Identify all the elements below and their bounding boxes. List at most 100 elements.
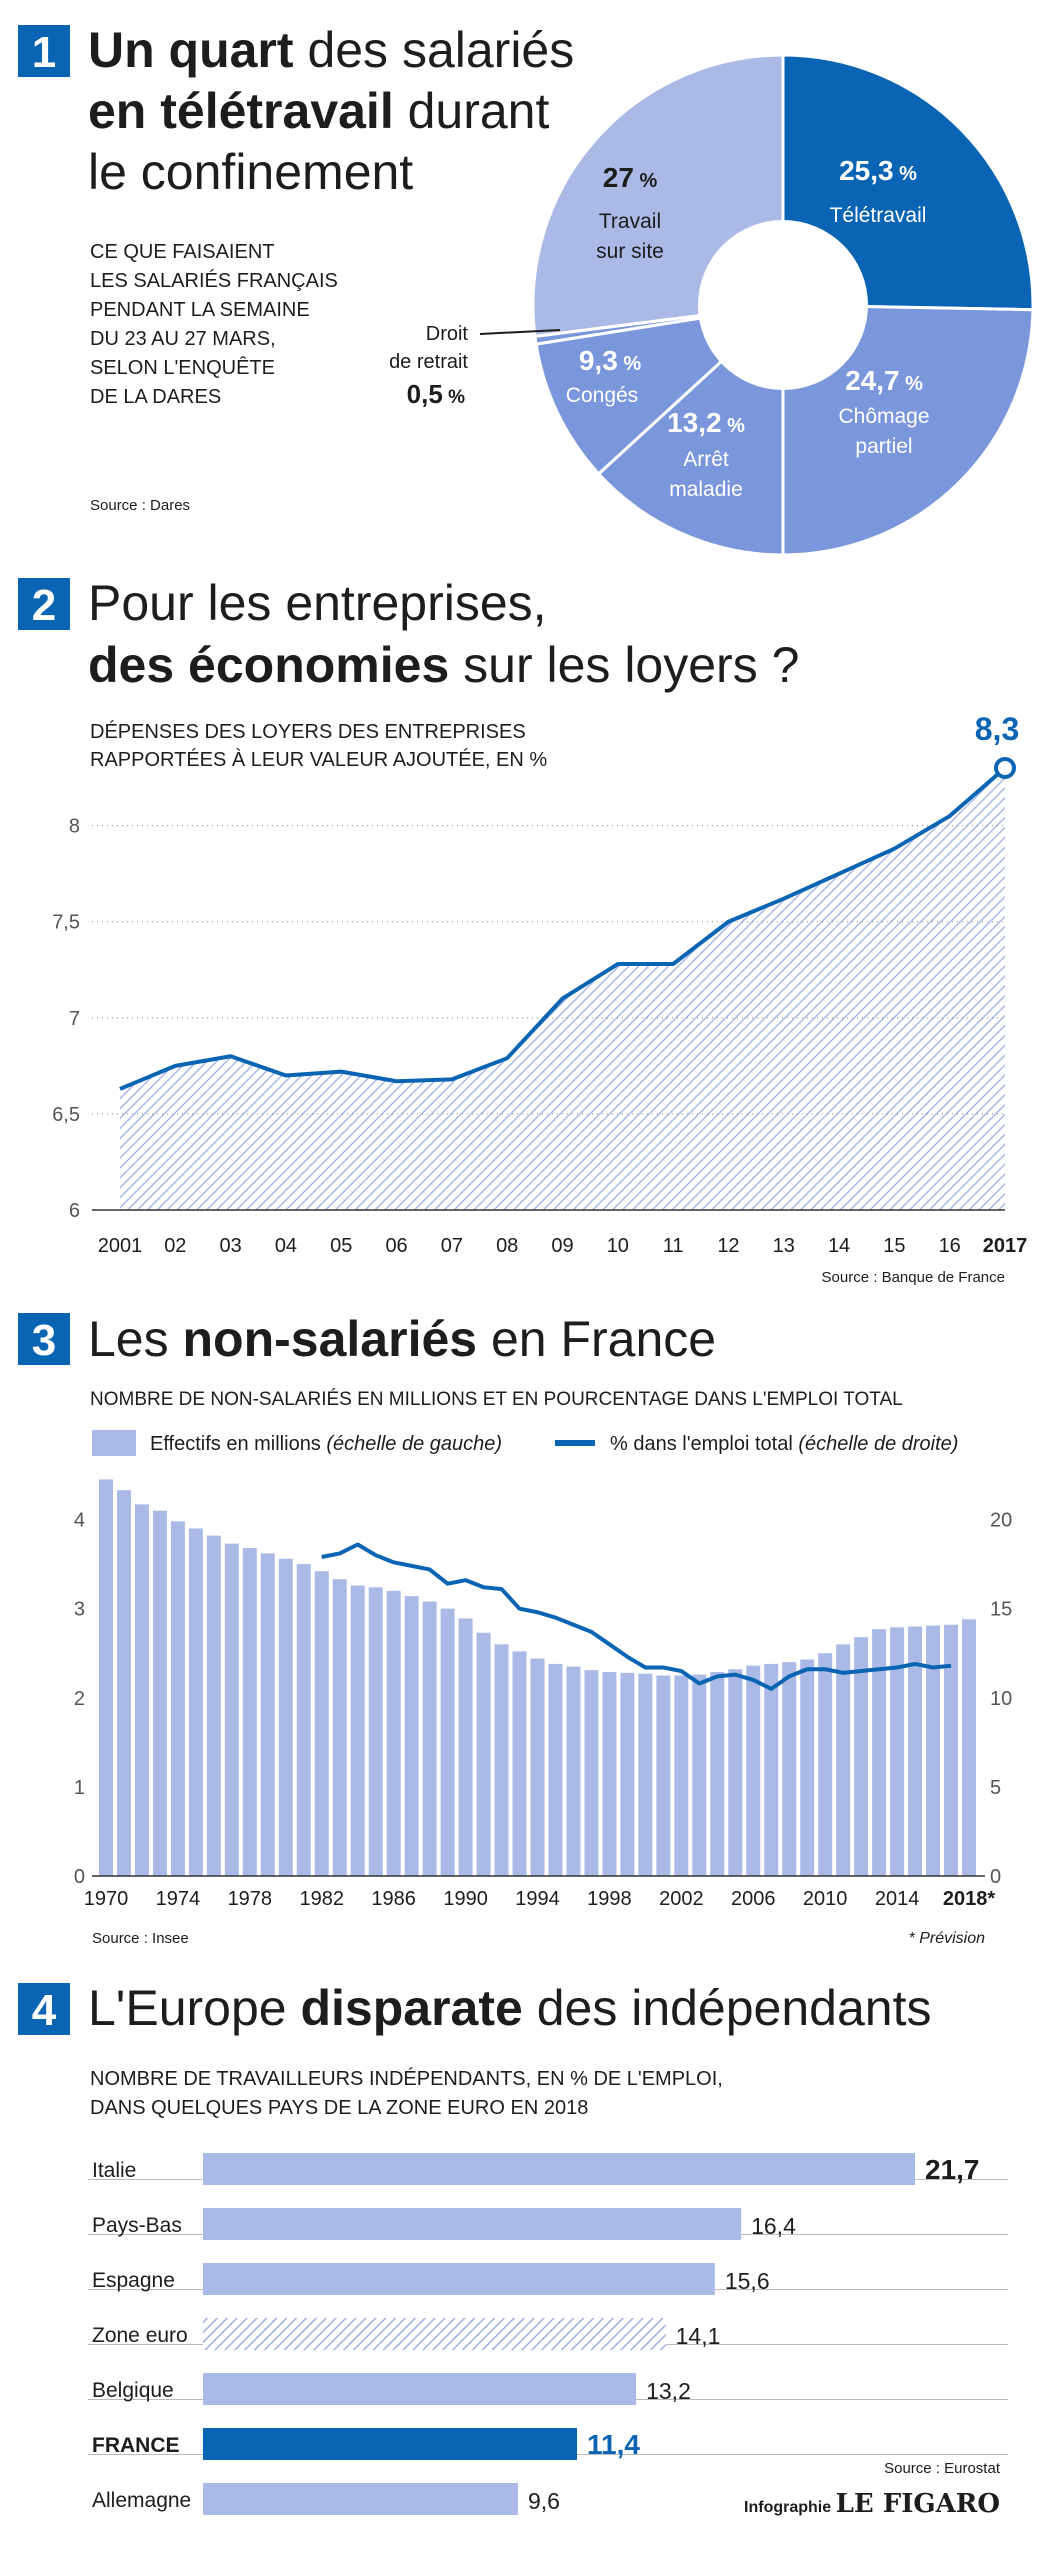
slice-category-label: Chômage xyxy=(838,405,929,428)
section-2-source: Source : Banque de France xyxy=(822,1269,1005,1286)
bar xyxy=(260,1553,275,1876)
x-tick-label: 08 xyxy=(496,1235,518,1257)
bar xyxy=(476,1632,491,1876)
section-4-source: Source : Eurostat xyxy=(884,2460,1001,2477)
x-tick-label: 12 xyxy=(717,1235,739,1257)
category-label: Allemagne xyxy=(92,2489,191,2512)
subtitle-line: RAPPORTÉES À LEUR VALEUR AJOUTÉE, EN % xyxy=(90,748,547,771)
bar xyxy=(422,1601,437,1876)
bar xyxy=(494,1644,509,1876)
x-tick-label: 1986 xyxy=(371,1888,416,1910)
y-left-tick-label: 3 xyxy=(74,1599,85,1621)
x-tick-label: 2014 xyxy=(875,1888,920,1910)
bar xyxy=(656,1675,671,1876)
bar xyxy=(440,1608,455,1876)
x-tick-label: 03 xyxy=(220,1235,242,1257)
section-2-title-line-1: Pour les entreprises, xyxy=(88,575,547,631)
x-tick-label: 2001 xyxy=(98,1235,143,1257)
section-4-number: 4 xyxy=(32,1986,57,2035)
bar xyxy=(818,1653,833,1876)
bar xyxy=(152,1510,167,1876)
x-tick-label: 2006 xyxy=(731,1888,776,1910)
y-left-tick-label: 0 xyxy=(74,1866,85,1888)
bar xyxy=(548,1663,563,1876)
area-fill xyxy=(120,768,1005,1210)
y-left-tick-label: 4 xyxy=(74,1510,85,1532)
y-tick-label: 6 xyxy=(69,1200,80,1222)
legend-line-label: % dans l'emploi total (échelle de droite… xyxy=(610,1433,958,1455)
section-2-number: 2 xyxy=(32,581,56,630)
bar xyxy=(116,1490,131,1876)
x-tick-label: 07 xyxy=(441,1235,463,1257)
x-tick-label: 05 xyxy=(330,1235,352,1257)
subtitle-line: DÉPENSES DES LOYERS DES ENTREPRISES xyxy=(90,720,526,743)
bar xyxy=(782,1662,797,1876)
x-tick-label: 1978 xyxy=(228,1888,273,1910)
section-1-number-box xyxy=(18,25,70,77)
x-tick-label: 14 xyxy=(828,1235,850,1257)
value-label: 13,2 xyxy=(646,2378,691,2404)
bar xyxy=(674,1675,689,1876)
bar xyxy=(188,1528,203,1876)
bar xyxy=(368,1587,383,1876)
bar xyxy=(203,2263,715,2295)
bar xyxy=(602,1671,617,1876)
bar xyxy=(224,1543,239,1876)
x-tick-label: 1974 xyxy=(156,1888,201,1910)
section-1-source: Source : Dares xyxy=(90,497,190,514)
legend-bar-swatch xyxy=(92,1430,136,1456)
bar xyxy=(134,1504,149,1876)
subtitle-line: DE LA DARES xyxy=(90,386,221,408)
section-3-footnote: * Prévision xyxy=(909,1930,986,1947)
x-tick-label: 11 xyxy=(663,1235,684,1257)
series-line xyxy=(321,1542,952,1691)
value-label: 16,4 xyxy=(751,2213,796,2239)
bar xyxy=(854,1637,869,1876)
slice-value-label: 25,3 % xyxy=(839,155,917,186)
bar xyxy=(206,1535,221,1876)
section-2-title-line-2: des économies sur les loyers ? xyxy=(88,637,799,693)
subtitle-line: CE QUE FAISAIENT xyxy=(90,241,274,263)
bar xyxy=(890,1627,905,1876)
x-tick-label: 13 xyxy=(773,1235,795,1257)
bar xyxy=(800,1659,815,1876)
category-label: FRANCE xyxy=(92,2434,180,2457)
last-point-marker xyxy=(994,757,1016,779)
value-label: 14,1 xyxy=(676,2323,721,2349)
bar xyxy=(203,2428,578,2460)
x-tick-label: 10 xyxy=(607,1235,629,1257)
x-tick-label: 1970 xyxy=(84,1888,129,1910)
bar xyxy=(170,1521,185,1876)
slice-category-label: Télétravail xyxy=(830,204,927,227)
y-tick-label: 7 xyxy=(69,1008,80,1030)
bar xyxy=(872,1629,887,1876)
y-left-tick-label: 2 xyxy=(74,1688,85,1710)
rent-area-chart: 6 6,5 7 7,5 8 8,3 2001 02 03 04 05 06 07 08 09 10 11 12 13… xyxy=(52,711,1027,1257)
category-label: Pays-Bas xyxy=(92,2214,182,2237)
bar xyxy=(203,2373,637,2405)
section-1-title-line-1: Un quart des salariés xyxy=(88,22,574,78)
bar xyxy=(584,1670,599,1876)
x-tick-label: 1990 xyxy=(443,1888,488,1910)
section-4-title: L'Europe disparate des indépendants xyxy=(88,1980,931,2036)
bar xyxy=(926,1625,941,1876)
bar xyxy=(404,1596,419,1876)
subtitle-line: DU 23 AU 27 MARS, xyxy=(90,328,276,350)
y-left-tick-label: 1 xyxy=(74,1777,85,1799)
section-3-source: Source : Insee xyxy=(92,1930,189,1947)
x-tick-label: 1994 xyxy=(515,1888,560,1910)
bar xyxy=(836,1644,851,1876)
section-1-title-line-3: le confinement xyxy=(88,144,413,200)
section-2-number-box xyxy=(18,578,70,630)
slice-category-label: Arrêt xyxy=(683,448,729,471)
slice-category-label: Travail xyxy=(599,210,661,233)
bar xyxy=(710,1671,725,1876)
bar xyxy=(296,1564,311,1876)
series-line xyxy=(119,766,1007,1091)
slice-value-label: 9,3 % xyxy=(579,345,641,376)
pie-chart: 25,3 % Télétravail 24,7 % Chômage partiel 13,… xyxy=(389,53,1035,557)
pie-center-hole xyxy=(698,220,868,390)
credit: Infographie LE FIGARO xyxy=(744,2489,1000,2519)
slice-value-label: 0,5 % xyxy=(407,379,465,409)
category-label: Zone euro xyxy=(92,2324,188,2347)
